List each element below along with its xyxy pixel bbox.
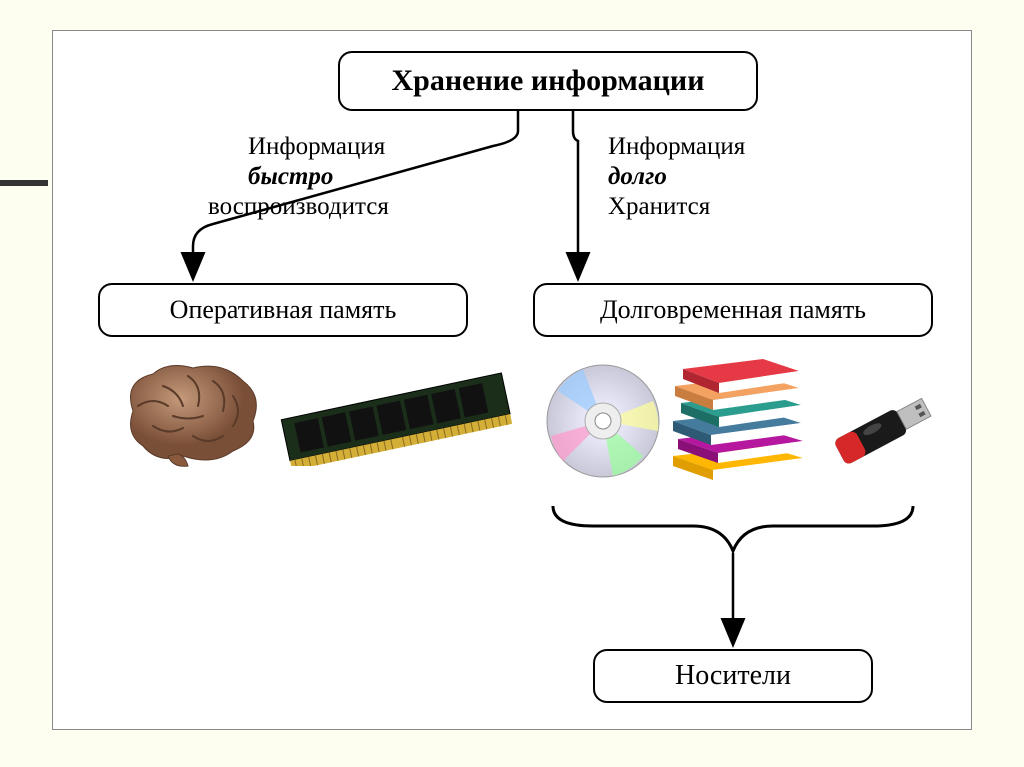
carrier-box: Носители <box>593 649 873 703</box>
right-caption-line1: Информация <box>608 131 745 162</box>
right-memory-box: Долговременная память <box>533 283 933 337</box>
usb-drive-icon <box>823 386 943 471</box>
title-text: Хранение информации <box>392 64 705 98</box>
left-caption-line1: Информация <box>248 131 385 162</box>
right-caption-emph: долго <box>608 163 667 190</box>
right-caption-line3: Хранится <box>608 191 710 222</box>
slide-side-marker <box>0 180 48 186</box>
carrier-label: Носители <box>675 660 791 692</box>
left-caption-emph: быстро <box>248 163 333 190</box>
left-caption-line3: воспроизводится <box>208 191 389 222</box>
ram-stick-icon <box>273 366 518 466</box>
title-box: Хранение информации <box>338 51 758 111</box>
brain-icon <box>113 356 268 471</box>
right-caption-line2: долго <box>608 161 667 192</box>
cd-disc-icon <box>543 361 663 481</box>
left-memory-label: Оперативная память <box>170 295 397 325</box>
book-stack-icon <box>663 351 813 486</box>
left-memory-box: Оперативная память <box>98 283 468 337</box>
left-caption-line2: быстро <box>248 161 333 192</box>
diagram-panel: Хранение информации Информация быстро во… <box>52 30 972 730</box>
right-memory-label: Долговременная память <box>600 295 866 325</box>
